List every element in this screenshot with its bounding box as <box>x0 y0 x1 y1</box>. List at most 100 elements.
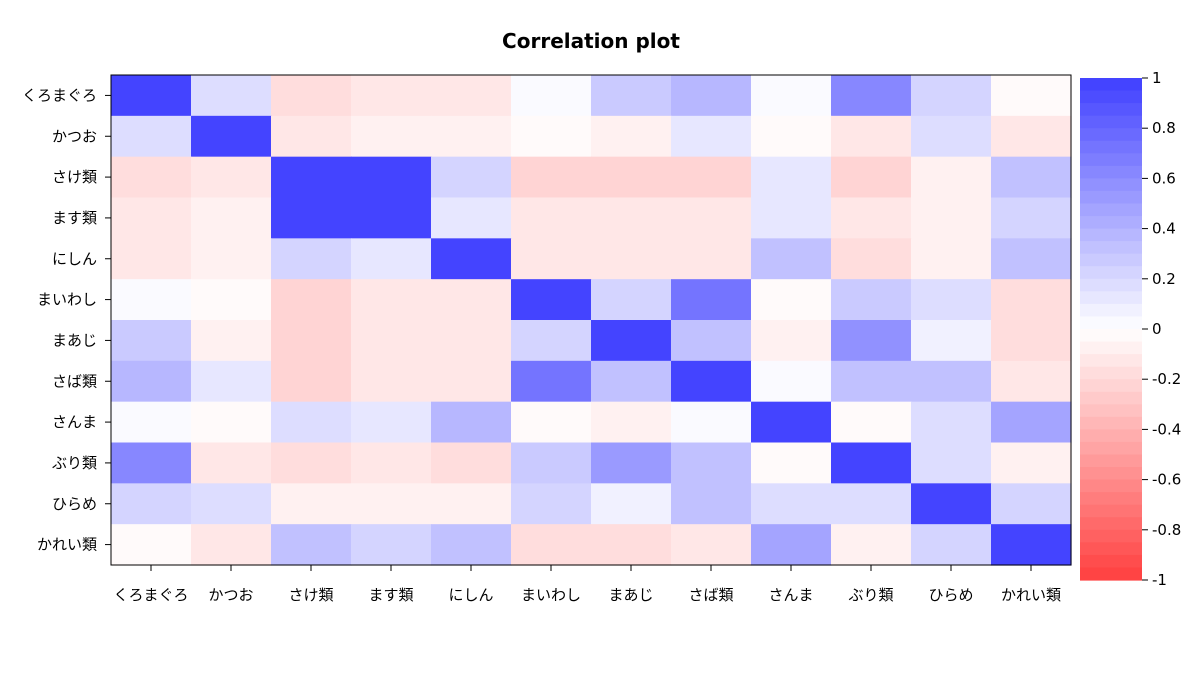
row-label: にしん <box>52 250 97 268</box>
heatmap-cell <box>911 156 992 199</box>
heatmap-cell <box>271 115 352 158</box>
column-label: ひらめ <box>928 586 973 604</box>
colorbar-segment <box>1080 316 1142 330</box>
heatmap-cell <box>271 279 352 321</box>
colorbar-segment <box>1080 366 1142 380</box>
row-label: ます類 <box>52 209 97 227</box>
heatmap-cell <box>831 75 912 117</box>
colorbar-segment <box>1080 379 1142 393</box>
colorbar-tick-label: 0 <box>1152 320 1162 338</box>
heatmap-cell <box>671 238 752 280</box>
heatmap-cell <box>751 75 832 117</box>
heatmap-cell <box>351 75 432 117</box>
colorbar-segment <box>1080 303 1142 318</box>
heatmap-cell <box>351 524 432 566</box>
colorbar-segment <box>1080 153 1142 167</box>
colorbar-segment <box>1080 329 1142 343</box>
colorbar-segment <box>1080 203 1142 217</box>
column-label: まいわし <box>521 586 581 604</box>
colorbar-segment <box>1080 115 1142 129</box>
heatmap-cell <box>511 524 592 566</box>
heatmap-cell <box>351 320 432 362</box>
heatmap-cell <box>511 197 592 239</box>
heatmap-cell <box>911 75 992 117</box>
heatmap-cell <box>591 279 672 321</box>
heatmap-cell <box>751 279 832 321</box>
heatmap-cell <box>591 197 672 239</box>
heatmap-cell <box>831 115 912 158</box>
heatmap-cell <box>591 401 672 444</box>
colorbar-segment <box>1080 554 1142 569</box>
heatmap-cell <box>831 524 912 566</box>
colorbar-segment <box>1080 567 1142 581</box>
heatmap-cell <box>831 156 912 199</box>
heatmap-cell <box>271 360 352 403</box>
colorbar-segment <box>1080 103 1142 117</box>
heatmap-cell <box>671 401 752 444</box>
heatmap-cell <box>271 320 352 362</box>
heatmap-cell <box>911 401 992 444</box>
heatmap-cell <box>111 320 192 362</box>
heatmap-cell <box>351 360 432 403</box>
heatmap-cell <box>671 115 752 158</box>
colorbar-segment <box>1080 291 1142 305</box>
heatmap-cell <box>111 483 192 525</box>
heatmap-cell <box>751 360 832 403</box>
heatmap-cell <box>351 483 432 525</box>
heatmap-cell <box>991 360 1072 403</box>
column-label: にしん <box>448 586 493 604</box>
heatmap-cell <box>991 197 1072 239</box>
heatmap-cell <box>991 442 1072 484</box>
heatmap-cell <box>351 442 432 484</box>
heatmap-cell <box>911 442 992 484</box>
heatmap-cell <box>511 156 592 199</box>
colorbar-segment <box>1080 266 1142 280</box>
heatmap-cell <box>191 360 272 403</box>
heatmap-cell <box>191 156 272 199</box>
heatmap-cell <box>431 442 512 484</box>
heatmap-cells <box>111 75 1072 566</box>
colorbar-segment <box>1080 354 1142 368</box>
colorbar-segment <box>1080 278 1142 292</box>
column-labels: くろまぐろ かつお さけ類 ます類 にしん まいわし まあじ さば類 さんま ぶり類 ひらめ かれい類 <box>113 565 1061 604</box>
heatmap-cell <box>671 360 752 403</box>
column-label: かれい類 <box>1001 586 1061 604</box>
heatmap-cell <box>111 360 192 403</box>
heatmap-cell <box>191 401 272 444</box>
colorbar-segment <box>1080 479 1142 493</box>
row-label: ぶり類 <box>52 454 97 472</box>
heatmap-cell <box>671 197 752 239</box>
colorbar-segment <box>1080 416 1142 430</box>
colorbar-segment <box>1080 391 1142 405</box>
heatmap-cell <box>751 524 832 566</box>
colorbar-tick-label: 0.6 <box>1152 169 1176 187</box>
colorbar-tick-label: -1 <box>1152 571 1167 589</box>
heatmap-cell <box>271 524 352 566</box>
heatmap-cell <box>991 320 1072 362</box>
heatmap-cell <box>271 156 352 199</box>
heatmap-cell <box>671 279 752 321</box>
row-label: まいわし <box>37 291 97 309</box>
heatmap-cell <box>271 401 352 444</box>
heatmap-cell <box>431 156 512 199</box>
colorbar-segment <box>1080 404 1142 418</box>
heatmap-cell <box>431 115 512 158</box>
heatmap-cell <box>271 238 352 280</box>
heatmap-cell <box>351 401 432 444</box>
colorbar-segment <box>1080 467 1142 481</box>
heatmap-cell <box>111 279 192 321</box>
row-label: まあじ <box>52 331 97 349</box>
heatmap-cell <box>591 483 672 525</box>
heatmap-cell <box>511 238 592 280</box>
heatmap-cell <box>831 401 912 444</box>
heatmap-cell <box>191 238 272 280</box>
heatmap-cell <box>911 279 992 321</box>
heatmap-cell <box>591 524 672 566</box>
heatmap-cell <box>511 115 592 158</box>
heatmap-cell <box>351 156 432 199</box>
heatmap-cell <box>751 442 832 484</box>
colorbar-segment <box>1080 190 1142 205</box>
colorbar-segment <box>1080 216 1142 230</box>
